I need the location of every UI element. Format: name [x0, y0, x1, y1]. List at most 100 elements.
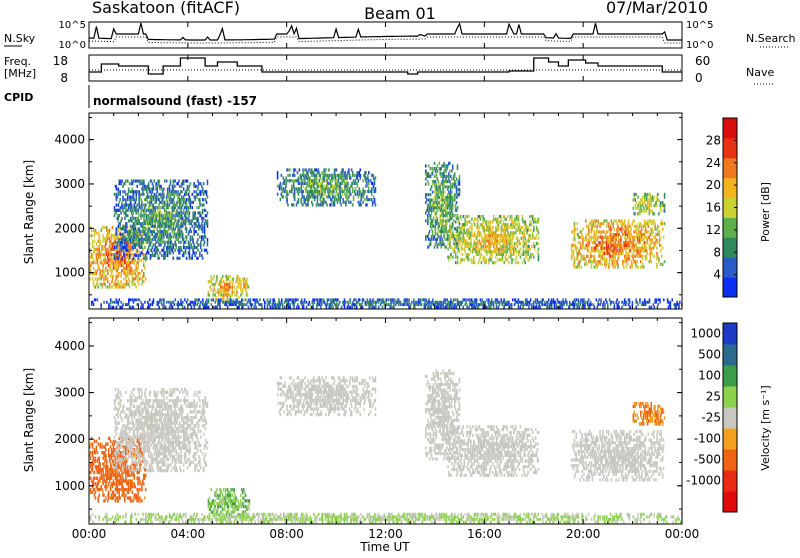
- data-cell: [585, 236, 587, 239]
- data-cell: [352, 187, 354, 190]
- data-cell: [110, 267, 112, 270]
- data-cell: [221, 280, 223, 283]
- data-cell: [457, 261, 459, 264]
- data-cell: [478, 242, 480, 245]
- data-cell: [613, 266, 615, 269]
- data-cell: [516, 242, 518, 245]
- data-cell: [121, 201, 123, 204]
- data-cell: [91, 234, 93, 237]
- data-cell: [152, 190, 154, 193]
- data-cell: [174, 217, 176, 220]
- data-cell: [616, 247, 618, 250]
- data-cell: [507, 248, 509, 251]
- data-cell: [582, 247, 584, 250]
- data-cell: [522, 226, 524, 229]
- data-cell: [285, 185, 287, 188]
- data-cell: [519, 223, 521, 226]
- data-cell: [119, 182, 121, 185]
- data-cell: [456, 185, 458, 188]
- data-cell: [464, 218, 466, 221]
- data-cell: [137, 257, 139, 260]
- data-cell: [280, 182, 282, 185]
- data-cell: [635, 236, 637, 239]
- data-cell: [658, 198, 660, 201]
- data-cell: [435, 180, 437, 183]
- data-cell: [469, 248, 471, 251]
- data-cell: [436, 222, 438, 225]
- data-cell: [532, 231, 534, 234]
- data-cell: [622, 263, 624, 266]
- data-cell: [112, 226, 114, 229]
- data-cell: [446, 230, 448, 233]
- data-cell: [122, 303, 124, 306]
- data-cell: [514, 242, 516, 245]
- data-cell: [632, 247, 634, 250]
- data-cell: [611, 247, 613, 250]
- data-cell: [613, 257, 615, 260]
- data-cell: [189, 230, 191, 233]
- data-cell: [194, 306, 196, 309]
- data-cell: [96, 242, 98, 245]
- data-cell: [455, 204, 457, 207]
- data-cell: [519, 226, 521, 229]
- data-cell: [615, 263, 617, 266]
- data-cell: [524, 237, 526, 240]
- data-cell: [216, 306, 218, 309]
- data-cell: [464, 258, 466, 261]
- data-cell: [581, 233, 583, 236]
- data-cell: [317, 187, 319, 190]
- data-cell: [355, 187, 357, 190]
- data-cell: [340, 190, 342, 193]
- data-cell: [430, 201, 432, 204]
- data-cell: [656, 233, 658, 236]
- data-cell: [428, 172, 430, 175]
- data-cell: [502, 256, 504, 259]
- data-cell: [425, 201, 427, 204]
- data-cell: [178, 217, 180, 220]
- data-cell: [664, 193, 666, 196]
- data-cell: [635, 266, 637, 269]
- data-cell: [459, 180, 461, 183]
- data-cell: [442, 217, 444, 220]
- data-cell: [525, 223, 527, 226]
- data-cell: [232, 286, 234, 289]
- data-cell: [506, 245, 508, 248]
- data-cell: [312, 306, 314, 309]
- data-cell: [485, 234, 487, 237]
- data-cell: [439, 183, 441, 186]
- data-cell: [579, 236, 581, 239]
- data-cell: [112, 280, 114, 283]
- data-cell: [427, 222, 429, 225]
- data-cell: [512, 245, 514, 248]
- data-cell: [457, 164, 459, 167]
- data-cell: [608, 236, 610, 239]
- data-cell: [283, 177, 285, 180]
- data-cell: [467, 245, 469, 248]
- data-cell: [664, 204, 666, 207]
- data-cell: [184, 198, 186, 201]
- data-cell: [604, 252, 606, 255]
- data-cell: [94, 250, 96, 253]
- data-cell: [139, 277, 141, 280]
- data-cell: [340, 174, 342, 177]
- data-cell: [505, 242, 507, 245]
- data-cell: [323, 174, 325, 177]
- data-cell: [437, 219, 439, 222]
- data-cell: [108, 234, 110, 237]
- data-cell: [164, 227, 166, 230]
- data-cell: [186, 198, 188, 201]
- data-cell: [303, 306, 305, 309]
- data-cell: [471, 261, 473, 264]
- data-cell: [455, 215, 457, 218]
- data-cell: [96, 248, 98, 251]
- data-cell: [506, 250, 508, 253]
- data-cell: [623, 228, 625, 231]
- data-cell: [646, 255, 648, 258]
- data-cell: [130, 306, 132, 309]
- data-cell: [242, 288, 244, 291]
- data-cell: [617, 236, 619, 239]
- data-cell: [465, 239, 467, 242]
- data-cell: [126, 280, 128, 283]
- data-cell: [443, 172, 445, 175]
- data-cell: [141, 204, 143, 207]
